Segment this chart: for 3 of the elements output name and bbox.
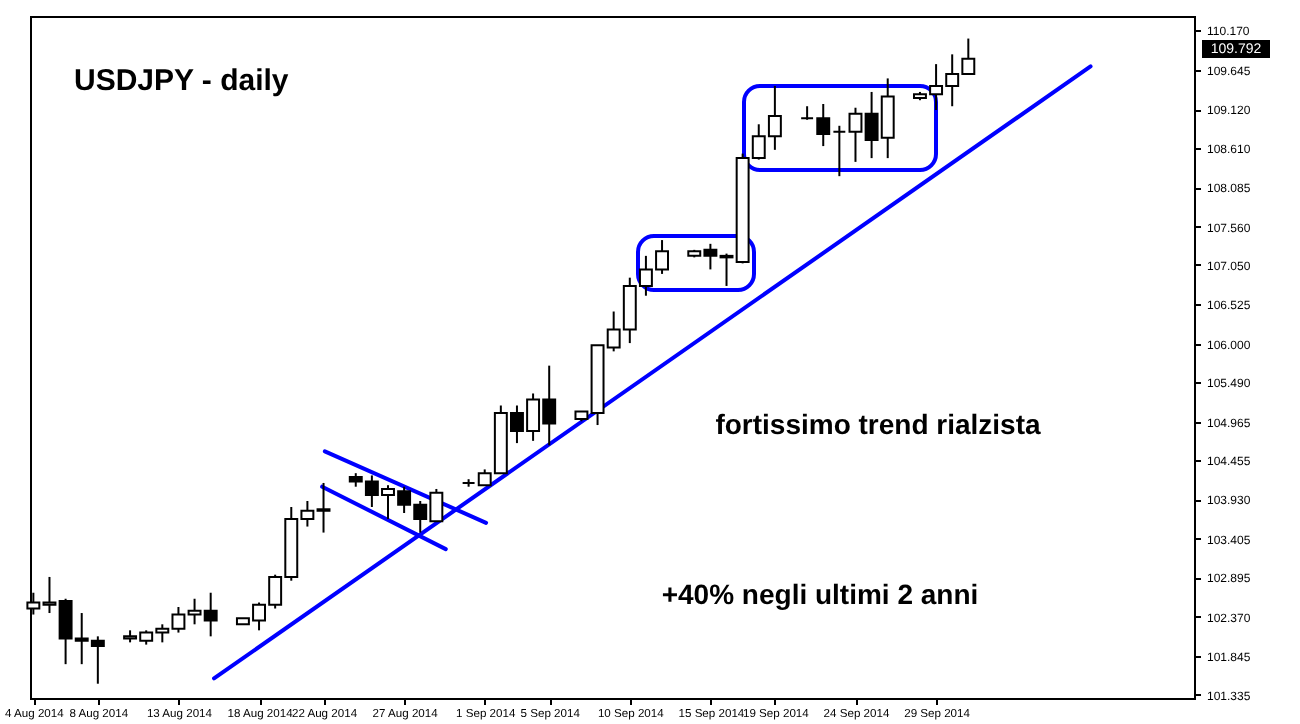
text: USDJPY - daily (74, 64, 290, 98)
annotation: fortissimo trend rialzista (715, 408, 1042, 440)
annotation: +40% negli ultimi 2 anni (661, 578, 979, 610)
